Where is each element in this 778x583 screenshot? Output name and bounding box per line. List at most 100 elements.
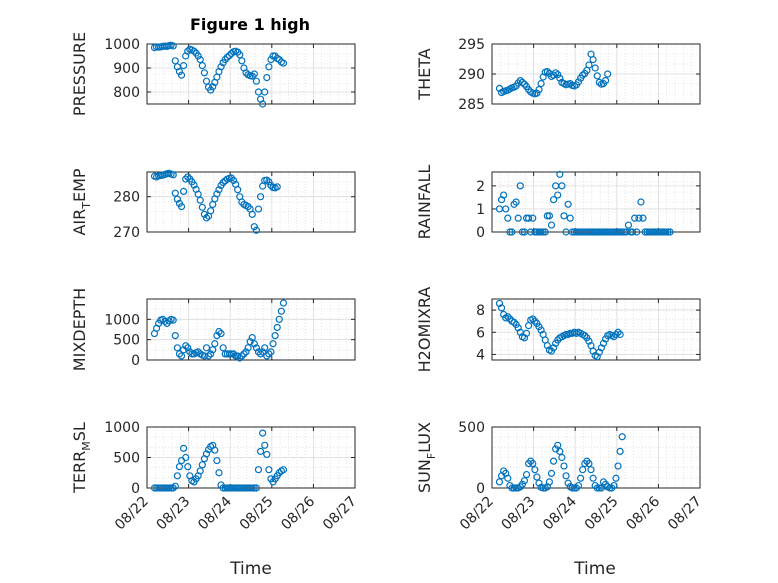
- data-point: [259, 348, 267, 356]
- data-point: [624, 221, 633, 229]
- data-point: [248, 484, 256, 492]
- data-point: [177, 202, 186, 211]
- y-tick-label: 285: [458, 97, 485, 113]
- data-point: [577, 474, 585, 482]
- data-point: [614, 462, 622, 470]
- data-point: [279, 59, 288, 67]
- y-axis-label-subscript: T: [80, 202, 93, 210]
- data-point: [516, 182, 524, 190]
- data-point: [593, 484, 601, 492]
- data-point: [547, 221, 556, 229]
- x-tick-label: 08/25: [582, 494, 622, 534]
- data-point: [207, 207, 215, 215]
- data-point: [173, 195, 181, 203]
- x-tick-label: 08/26: [278, 493, 318, 533]
- x-tick-label: 08/24: [540, 493, 580, 533]
- data-point: [182, 175, 190, 183]
- data-point: [593, 72, 601, 80]
- data-point: [219, 344, 227, 352]
- data-point: [259, 100, 267, 108]
- data-point: [173, 472, 181, 480]
- data-point: [215, 469, 223, 477]
- data-point: [604, 70, 612, 78]
- data-point: [585, 61, 593, 69]
- y-tick-label: 290: [458, 67, 485, 83]
- data-point: [250, 340, 258, 348]
- data-point: [173, 344, 181, 352]
- y-axis-label: RAINFALL: [415, 165, 434, 240]
- data-point: [190, 47, 198, 55]
- axes-box: [146, 43, 356, 105]
- x-axis-label-left: Time: [229, 559, 272, 579]
- data-point: [560, 462, 568, 470]
- data-point: [610, 333, 618, 341]
- data-point: [502, 205, 510, 213]
- data-point: [194, 52, 202, 60]
- data-point: [177, 352, 186, 360]
- data-point: [508, 228, 516, 236]
- y-axis-label-main: TERR: [70, 451, 89, 494]
- data-point: [579, 466, 587, 474]
- data-point: [254, 466, 263, 474]
- data-point: [180, 444, 188, 452]
- data-point: [589, 474, 597, 482]
- data-point: [219, 178, 227, 187]
- data-point: [545, 212, 554, 220]
- data-point: [190, 181, 198, 189]
- data-point: [188, 350, 196, 358]
- y-tick-label: 8: [476, 303, 485, 319]
- subplot-terr-msl: 0 500 1000 08/22 08/23 08/24 08/25 08/26 08/27 TE…: [70, 420, 360, 533]
- data-point: [227, 350, 236, 358]
- data-point: [564, 479, 572, 487]
- data-point: [165, 317, 173, 325]
- data-point: [512, 484, 520, 492]
- data-point: [229, 176, 238, 185]
- data-point: [217, 63, 225, 71]
- data-point: [525, 214, 533, 222]
- data-point: [198, 203, 206, 211]
- y-tick-label: 1000: [104, 37, 140, 53]
- data-point: [269, 340, 277, 348]
- data-point: [265, 466, 273, 474]
- data-point: [211, 340, 219, 348]
- data-point: [516, 76, 524, 85]
- data-point: [256, 193, 265, 201]
- subplot-air-temp: 270 280 AIRTEMP: [70, 168, 356, 241]
- data-point: [196, 196, 204, 204]
- data-point: [556, 170, 564, 178]
- data-point: [267, 348, 275, 356]
- data-point: [271, 332, 279, 340]
- data-point: [213, 456, 221, 465]
- x-tick-label: 08/24: [195, 493, 235, 533]
- data-point: [633, 228, 641, 236]
- data-point: [618, 433, 626, 441]
- y-tick-label: 0: [476, 225, 485, 241]
- y-axis-label: PRESSURE: [70, 32, 89, 116]
- data-point: [165, 484, 173, 492]
- data-point: [566, 214, 574, 222]
- data-point: [558, 453, 566, 462]
- figure-title: Figure 1 high: [190, 15, 310, 34]
- data-point: [635, 214, 643, 222]
- data-point: [506, 228, 514, 236]
- data-point: [252, 344, 261, 352]
- y-tick-label: 270: [113, 225, 140, 241]
- data-point: [169, 42, 177, 50]
- data-point: [531, 317, 539, 325]
- data-point: [562, 472, 570, 480]
- x-tick-label: 08/27: [665, 494, 705, 534]
- data-point: [518, 228, 526, 236]
- data-point: [204, 352, 213, 360]
- subplot-rainfall: 0 1 2 RAINFALL: [415, 165, 701, 241]
- data-point: [202, 214, 211, 222]
- x-tick-label: 08/26: [623, 493, 663, 533]
- data-point: [529, 214, 537, 222]
- y-axis-label: AIRTEMP: [70, 168, 93, 235]
- data-point: [589, 55, 597, 64]
- data-point: [539, 228, 547, 236]
- data-point: [202, 344, 211, 352]
- data-point: [167, 484, 175, 492]
- data-point: [207, 350, 215, 358]
- data-point: [248, 334, 256, 342]
- data-point: [520, 477, 529, 485]
